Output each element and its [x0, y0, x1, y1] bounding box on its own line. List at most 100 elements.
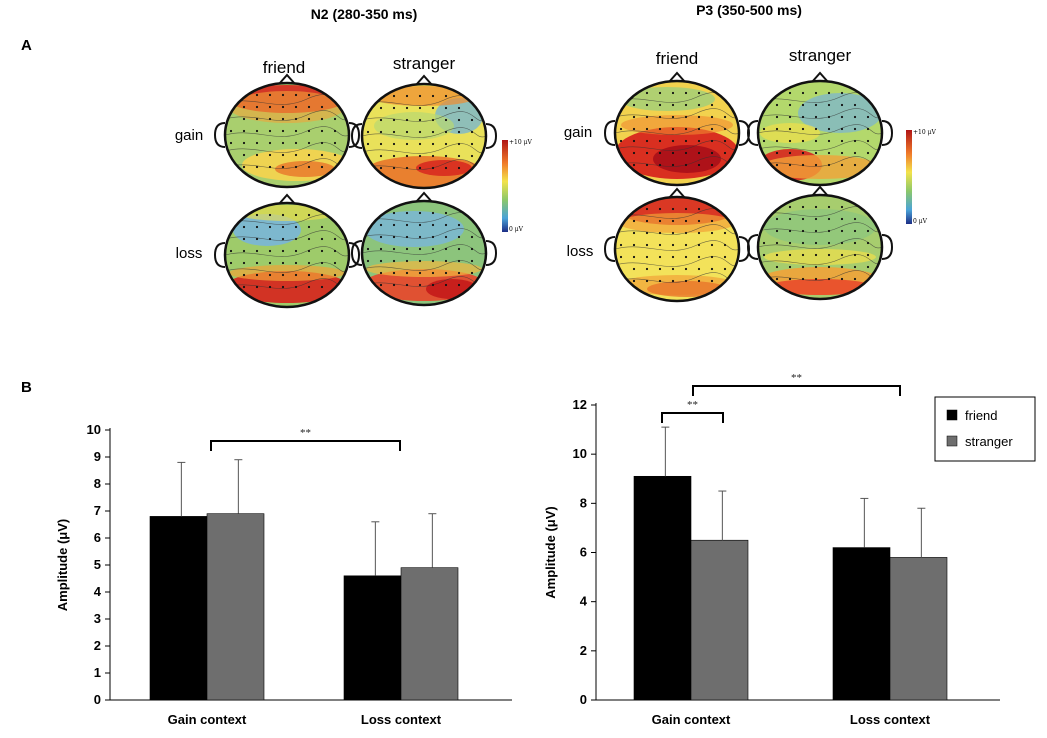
- y-tick-label: 7: [94, 503, 101, 518]
- p3-friend-loss-topomap: [603, 187, 751, 303]
- nose: [415, 74, 433, 86]
- n2-stranger-loss-topomap: [350, 191, 498, 307]
- head-outline: [360, 199, 488, 307]
- left-ear: [213, 242, 226, 268]
- left-ear: [350, 123, 363, 149]
- y-tick-label: 6: [94, 530, 101, 545]
- head-outline: [223, 81, 351, 189]
- right-ear: [485, 123, 498, 149]
- y-tick-label: 12: [573, 397, 587, 412]
- y-axis-label: Amplitude (μV): [55, 519, 70, 611]
- y-tick-label: 4: [580, 594, 588, 609]
- significance-bracket-1: [692, 385, 901, 396]
- p3-friend-gain-topomap: [603, 71, 751, 187]
- n2-col-friend: friend: [263, 58, 306, 77]
- p3-colorbar-min: 0 μV: [913, 218, 928, 225]
- bar-stranger-0: [206, 513, 265, 701]
- n2-friend-loss-topomap: [213, 193, 361, 309]
- panel-label-b: B: [21, 379, 32, 396]
- nose: [278, 73, 296, 85]
- y-tick-label: 9: [94, 449, 101, 464]
- y-tick-label: 1: [94, 665, 101, 680]
- bar-stranger-1: [889, 557, 948, 701]
- p3-title: P3 (350-500 ms): [696, 2, 802, 18]
- p3-col-friend: friend: [656, 49, 699, 68]
- head-outline: [360, 82, 488, 190]
- head-outline: [756, 193, 884, 301]
- p3-colorbar: [906, 130, 912, 224]
- p3-bar-chart: 0 2 4 6 8 10 12 Amplitude (μV) Gain context Loss …: [543, 372, 1036, 727]
- topomap-heads: [213, 71, 894, 309]
- nose: [668, 187, 686, 199]
- panel-label-a: A: [21, 37, 32, 54]
- n2-colorbar-max: +10 μV: [509, 139, 532, 146]
- legend: friend stranger: [934, 396, 1036, 462]
- left-ear: [213, 122, 226, 148]
- legend-swatch-stranger: [946, 435, 958, 447]
- p3-stranger-loss-topomap: [746, 185, 894, 301]
- y-tick-label: 2: [94, 638, 101, 653]
- n2-col-stranger: stranger: [393, 54, 456, 73]
- significance-bracket-0: [210, 440, 401, 451]
- x-category-label-0: Gain context: [168, 712, 247, 727]
- left-ear: [746, 120, 759, 146]
- p3-row-gain: gain: [564, 124, 592, 141]
- y-tick-label: 5: [94, 557, 101, 572]
- x-category-label-1: Loss context: [361, 712, 442, 727]
- significance-label-0: **: [300, 427, 311, 439]
- p3-stranger-gain-topomap: [746, 71, 894, 187]
- n2-colorbar-min: 0 μV: [509, 226, 524, 233]
- y-tick-label: 0: [94, 692, 101, 707]
- left-ear: [603, 236, 616, 262]
- n2-colorbar: [502, 140, 508, 232]
- x-category-label-0: Gain context: [652, 712, 731, 727]
- significance-bracket-0: [661, 412, 724, 423]
- y-tick-label: 10: [87, 422, 101, 437]
- y-tick-label: 8: [94, 476, 101, 491]
- bar-friend-1: [343, 575, 402, 701]
- n2-row-loss: loss: [176, 245, 203, 262]
- head-outline: [613, 195, 741, 303]
- y-tick-label: 8: [580, 495, 587, 510]
- left-ear: [603, 120, 616, 146]
- p3-colorbar-max: +10 μV: [913, 129, 936, 136]
- bar-stranger-0: [690, 539, 749, 701]
- head-outline: [223, 201, 351, 309]
- nose: [811, 185, 829, 197]
- bar-friend-1: [832, 547, 891, 701]
- x-category-label-1: Loss context: [850, 712, 931, 727]
- legend-label-friend: friend: [965, 408, 998, 423]
- head-outline: [613, 79, 741, 187]
- y-tick-label: 4: [94, 584, 102, 599]
- nose: [415, 191, 433, 203]
- nose: [811, 71, 829, 83]
- y-tick-label: 10: [573, 446, 587, 461]
- significance-label-1: **: [791, 372, 802, 384]
- legend-box: [934, 396, 1036, 462]
- y-tick-label: 6: [580, 545, 587, 560]
- y-axis-label: Amplitude (μV): [543, 506, 558, 598]
- head-outline: [756, 79, 884, 187]
- nose: [278, 193, 296, 205]
- p3-col-stranger: stranger: [789, 46, 852, 65]
- bar-stranger-1: [400, 567, 459, 701]
- y-tick-label: 3: [94, 611, 101, 626]
- nose: [668, 71, 686, 83]
- legend-swatch-friend: [946, 409, 958, 421]
- n2-title: N2 (280-350 ms): [311, 6, 418, 22]
- bar-friend-0: [633, 475, 692, 701]
- significance-label-0: **: [687, 399, 698, 411]
- legend-label-stranger: stranger: [965, 434, 1013, 449]
- y-tick-label: 2: [580, 643, 587, 658]
- right-ear: [881, 234, 894, 260]
- n2-stranger-gain-topomap: [350, 74, 498, 190]
- p3-row-loss: loss: [567, 243, 594, 260]
- left-ear: [746, 234, 759, 260]
- n2-bar-chart: 0 1 2 3 4 5 6 7 8 9 10 Amplitude (μV) Gain context Lo…: [55, 422, 512, 727]
- y-tick-label: 0: [580, 692, 587, 707]
- left-ear: [350, 240, 363, 266]
- bar-friend-0: [149, 516, 208, 701]
- right-ear: [485, 240, 498, 266]
- n2-friend-gain-topomap: [213, 73, 361, 189]
